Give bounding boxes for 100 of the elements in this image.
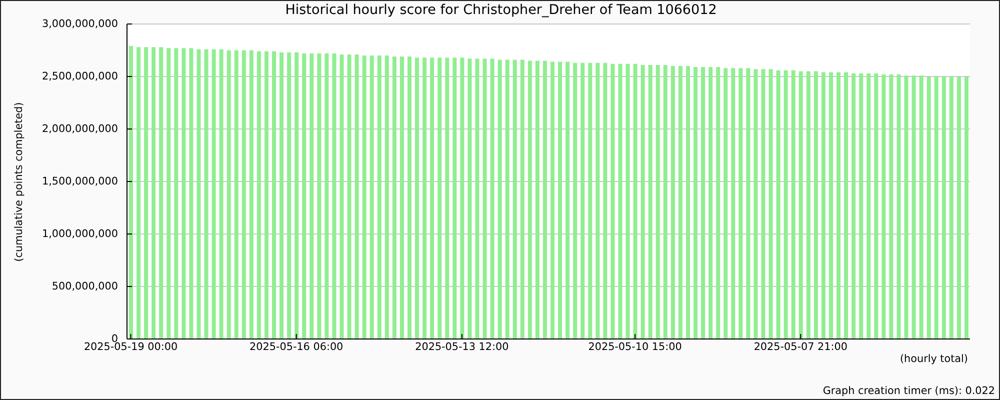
bar bbox=[926, 76, 931, 339]
y-tick-label: 2,000,000,000 bbox=[42, 123, 118, 135]
bar bbox=[475, 58, 480, 339]
bar bbox=[182, 48, 186, 339]
bar bbox=[708, 67, 713, 339]
y-tick-label: 500,000,000 bbox=[52, 280, 118, 292]
bar bbox=[332, 53, 336, 339]
bar bbox=[498, 60, 502, 339]
bar bbox=[701, 67, 706, 339]
bar bbox=[573, 62, 578, 339]
bar bbox=[505, 60, 510, 339]
bar bbox=[821, 72, 826, 339]
bar bbox=[596, 62, 600, 339]
bar bbox=[370, 56, 374, 339]
bar bbox=[761, 69, 766, 339]
bar bbox=[904, 75, 908, 339]
bar bbox=[136, 47, 141, 339]
bar bbox=[828, 72, 833, 339]
bar bbox=[912, 75, 916, 339]
bar bbox=[219, 49, 224, 339]
bar bbox=[438, 58, 442, 339]
bar bbox=[234, 50, 238, 339]
bar bbox=[566, 62, 570, 339]
x-axis-title: (hourly total) bbox=[900, 353, 968, 365]
bar bbox=[422, 58, 427, 339]
bar bbox=[287, 52, 292, 339]
bar bbox=[919, 75, 924, 339]
bar bbox=[836, 72, 841, 339]
y-tick-label: 1,000,000,000 bbox=[42, 228, 118, 240]
bar bbox=[738, 68, 743, 339]
bar bbox=[882, 74, 886, 339]
bar bbox=[776, 70, 780, 339]
bar bbox=[166, 48, 171, 339]
bar bbox=[129, 46, 133, 339]
bar bbox=[626, 64, 630, 339]
bar bbox=[580, 62, 585, 339]
bar bbox=[724, 68, 728, 339]
bar bbox=[256, 51, 261, 339]
bar bbox=[716, 67, 720, 339]
bar bbox=[648, 64, 652, 339]
bar bbox=[249, 50, 254, 339]
bar bbox=[354, 54, 359, 339]
bar bbox=[852, 73, 856, 339]
y-tick-label: 1,500,000,000 bbox=[42, 176, 118, 188]
bar bbox=[896, 74, 901, 339]
x-tick-label: 2025-05-16 06:00 bbox=[250, 341, 344, 354]
bar bbox=[280, 52, 284, 339]
bar bbox=[520, 60, 524, 339]
y-axis-title: (cumulative points completed) bbox=[13, 102, 25, 262]
bar bbox=[844, 72, 848, 339]
bar bbox=[152, 47, 156, 339]
x-tick-label: 2025-05-07 21:00 bbox=[754, 341, 848, 354]
chart-title: Historical hourly score for Christopher_Dreher of Team 1066012 bbox=[285, 2, 717, 18]
bar bbox=[798, 71, 803, 339]
bar bbox=[859, 73, 864, 339]
bar bbox=[347, 54, 352, 339]
bar bbox=[949, 76, 954, 339]
bar bbox=[415, 58, 420, 339]
bar bbox=[942, 76, 946, 339]
bar bbox=[618, 64, 622, 339]
bar bbox=[754, 69, 758, 339]
bar bbox=[656, 64, 660, 339]
bar bbox=[430, 58, 434, 339]
bar bbox=[633, 64, 638, 339]
bar bbox=[610, 64, 615, 339]
bar bbox=[814, 71, 818, 339]
bar bbox=[452, 58, 457, 339]
bar bbox=[407, 56, 412, 339]
bar bbox=[362, 56, 366, 339]
bar bbox=[226, 50, 231, 339]
x-tick-label: 2025-05-10 15:00 bbox=[588, 341, 682, 354]
y-tick-label: 3,000,000,000 bbox=[42, 18, 118, 30]
bar bbox=[768, 69, 773, 339]
bar bbox=[889, 74, 894, 339]
bar bbox=[731, 68, 736, 339]
bar bbox=[264, 51, 268, 339]
bar bbox=[340, 54, 344, 339]
bar bbox=[392, 56, 396, 339]
bar bbox=[542, 60, 547, 339]
bar bbox=[550, 62, 554, 339]
bar bbox=[460, 58, 464, 339]
bar bbox=[482, 58, 487, 339]
y-tick-label: 2,500,000,000 bbox=[42, 70, 118, 82]
bar bbox=[196, 49, 201, 339]
bar bbox=[874, 73, 878, 339]
bar bbox=[746, 68, 750, 339]
bar bbox=[445, 58, 450, 339]
bar bbox=[670, 66, 675, 339]
bar bbox=[640, 64, 645, 339]
bar bbox=[791, 70, 796, 339]
bar bbox=[603, 62, 608, 339]
bar bbox=[242, 50, 246, 339]
bar bbox=[317, 53, 322, 339]
x-tick-label: 2025-05-19 00:00 bbox=[84, 341, 178, 354]
x-tick-label: 2025-05-13 12:00 bbox=[415, 341, 509, 354]
bar bbox=[302, 53, 306, 339]
bar bbox=[324, 53, 329, 339]
bar bbox=[558, 62, 562, 339]
bar bbox=[212, 49, 216, 339]
bar bbox=[956, 76, 961, 339]
